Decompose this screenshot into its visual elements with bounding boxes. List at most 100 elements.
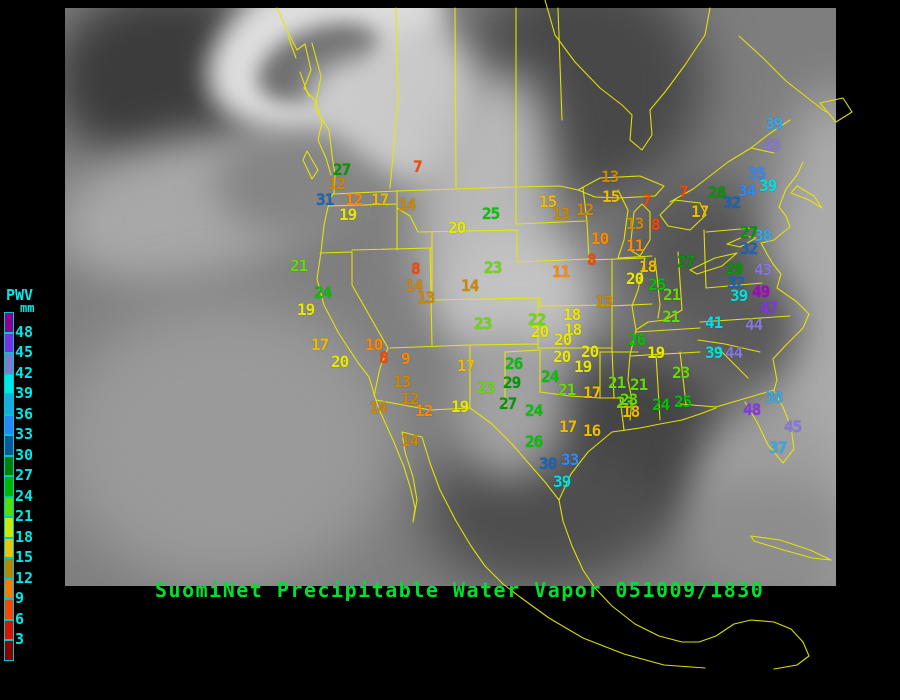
station-value: 39 [730,286,748,305]
station-value: 48 [743,400,761,419]
station-value: 37 [769,438,787,457]
station-value: 32 [727,273,745,292]
station-value: 24 [314,283,332,302]
station-value: 11 [552,262,570,281]
legend-swatch [4,476,14,497]
station-value: 43 [763,136,781,155]
legend-tick-label: 48 [15,322,34,341]
station-value: 26 [525,432,543,451]
legend-tick-label: 24 [15,486,34,505]
station-value: 7 [679,182,689,201]
station-value: 24 [541,367,559,386]
station-value: 22 [528,310,546,329]
legend-swatch [4,537,14,558]
station-value: 23 [477,378,495,397]
station-value: 8 [651,215,661,234]
station-value: 17 [457,356,475,375]
station-value: 23 [620,390,638,409]
station-value: 18 [622,402,640,421]
legend-tick-label: 33 [15,425,34,443]
station-value: 34 [738,181,756,200]
station-value: 35 [748,164,766,183]
station-value: 19 [297,300,315,319]
station-value: 27 [333,160,351,179]
station-value: 20 [581,342,599,361]
station-value: 10 [365,335,383,354]
station-value: 16 [583,421,601,440]
legend-tick-label: 3 [15,630,25,648]
legend-swatch [4,496,14,517]
image-title: SuomiNet Precipitable Water Vapor 051009… [155,578,765,602]
legend-swatch [4,394,14,415]
legend-tick-label: 21 [15,507,34,525]
station-value: 14 [401,431,419,450]
legend-swatch [4,578,14,599]
station-value: 38 [754,226,772,245]
station-value: 18 [639,257,657,276]
station-value: 17 [559,417,577,436]
station-value: 21 [662,307,680,326]
station-value: 39 [765,114,783,133]
legend-swatch [4,373,14,394]
legend-swatch [4,455,14,476]
station-value: 14 [405,276,423,295]
station-value: 44 [745,315,763,334]
station-value: 29 [725,259,743,278]
station-value: 8 [379,348,389,367]
station-value: 21 [663,285,681,304]
station-value: 21 [290,256,308,275]
legend-swatch [4,599,14,620]
station-value: 17 [371,190,389,209]
legend-tick-label: 27 [15,466,34,484]
station-value: 15 [539,192,557,211]
station-value: 13 [626,214,644,233]
station-value: 19 [647,343,665,362]
legend-tick-label: 12 [15,568,34,587]
station-value: 17 [583,383,601,402]
legend-tick-label: 36 [15,404,34,423]
legend-swatch [4,517,14,538]
station-value: 38 [765,388,783,407]
station-value: 27 [677,252,695,271]
station-value: 27 [499,394,517,413]
station-value: 24 [652,395,670,414]
station-value: 7 [642,191,652,210]
station-value: 20 [553,347,571,366]
station-value: 14 [461,276,479,295]
station-value: 32 [740,239,758,258]
station-value: 23 [616,393,634,412]
station-value: 12 [345,190,363,209]
station-value: 8 [411,259,421,278]
station-value: 29 [503,373,521,392]
station-value: 20 [554,330,572,349]
station-value: 13 [417,288,435,307]
station-value: 13 [595,292,613,311]
station-value: 23 [474,314,492,333]
station-value: 47 [760,298,778,317]
station-value: 25 [648,275,666,294]
legend-swatch [4,435,14,456]
station-value: 39 [553,472,571,491]
legend-swatch [4,414,14,435]
legend-tick-label: 15 [15,548,34,566]
legend-tick-label: 6 [15,609,25,628]
cloud-texture [455,328,565,478]
station-value: 27 [740,223,758,242]
station-value: 19 [339,205,357,224]
station-value: 23 [672,363,690,382]
station-value: 13 [601,167,619,186]
station-value: 13 [393,372,411,391]
station-value: 21 [630,375,648,394]
legend-tick-label: 42 [15,363,34,382]
station-value: 25 [674,392,692,411]
station-value: 20 [531,322,549,341]
legend-swatch [4,640,14,661]
station-value: 49 [752,282,770,301]
cloud-texture [685,478,836,586]
station-value: 17 [691,202,709,221]
station-value: 26 [628,330,646,349]
cloud-texture [65,298,395,586]
station-value: 28 [708,183,726,202]
station-value: 18 [563,305,581,324]
